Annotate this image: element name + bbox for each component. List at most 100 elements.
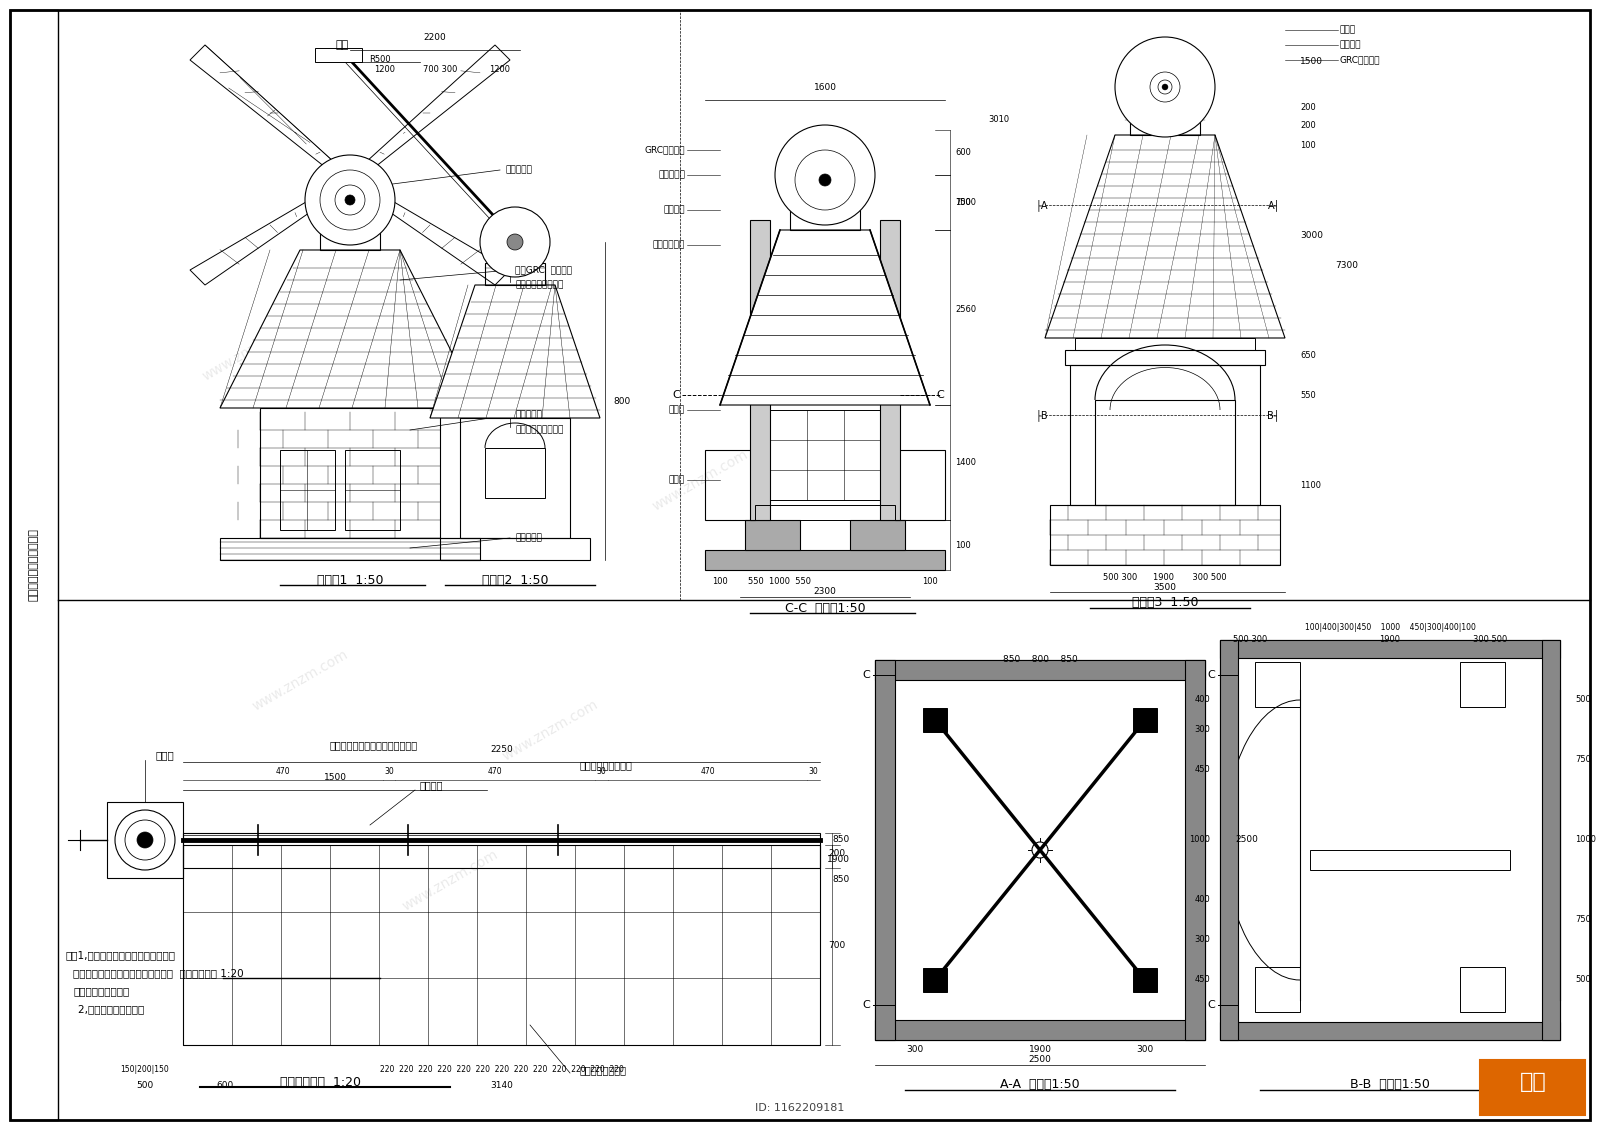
Bar: [485, 447, 546, 498]
Text: 青灰色面砖: 青灰色面砖: [515, 533, 542, 542]
Text: 1200: 1200: [374, 66, 395, 75]
Bar: [259, 408, 440, 538]
Bar: [1254, 662, 1299, 707]
Text: 850: 850: [832, 835, 850, 844]
Text: www.znzm.com: www.znzm.com: [400, 846, 501, 913]
Circle shape: [125, 820, 165, 860]
Text: 7300: 7300: [1334, 261, 1358, 269]
Text: 原木风车页片主构架: 原木风车页片主构架: [579, 760, 634, 770]
Text: www.znzm.com: www.znzm.com: [250, 646, 350, 713]
Text: ├A: ├A: [1035, 199, 1048, 211]
Text: 注：1,施工图应根据本设计意向由专业: 注：1,施工图应根据本设计意向由专业: [66, 950, 174, 960]
Text: 1900: 1900: [1379, 635, 1400, 644]
Text: 470: 470: [701, 767, 715, 776]
Bar: [346, 450, 400, 530]
Text: 3500: 3500: [1154, 582, 1176, 591]
Bar: [1221, 640, 1238, 1040]
Text: 650: 650: [1299, 350, 1315, 359]
Text: 500 300      1900       300 500: 500 300 1900 300 500: [1102, 573, 1227, 582]
Text: 立面图3  1:50: 立面图3 1:50: [1131, 597, 1198, 609]
Text: 1000: 1000: [1574, 835, 1597, 844]
Bar: [440, 538, 590, 560]
Text: 300: 300: [906, 1045, 923, 1054]
Circle shape: [1150, 72, 1181, 102]
Bar: [1221, 640, 1560, 1040]
Text: C: C: [936, 390, 944, 400]
Bar: [1070, 365, 1261, 505]
Text: B┤: B┤: [1267, 409, 1280, 421]
Bar: [1480, 1060, 1586, 1115]
Bar: [1542, 640, 1560, 1040]
Text: 150|200|150: 150|200|150: [120, 1066, 170, 1075]
Text: 2300: 2300: [813, 588, 837, 597]
Text: 300: 300: [1136, 1045, 1154, 1054]
Polygon shape: [355, 45, 510, 175]
Polygon shape: [315, 47, 362, 62]
Bar: [755, 505, 894, 520]
Polygon shape: [720, 231, 930, 405]
Text: 原木风车页片支条: 原木风车页片支条: [579, 1064, 627, 1075]
Text: 300: 300: [1194, 725, 1210, 734]
Circle shape: [115, 810, 174, 870]
Text: 800: 800: [613, 397, 630, 406]
Text: 或变更请与我方联系: 或变更请与我方联系: [74, 986, 130, 996]
Text: 种植池: 种植池: [669, 476, 685, 485]
Text: 220  220  220  220  220  220  220  220  220  220  220  220  220: 220 220 220 220 220 220 220 220 220 220 …: [379, 1066, 624, 1075]
Bar: [790, 210, 861, 231]
Circle shape: [334, 185, 365, 215]
Bar: [875, 660, 1205, 680]
Text: GRC合成材料: GRC合成材料: [1341, 55, 1381, 64]
Text: 300: 300: [1194, 936, 1210, 945]
Text: 河道: 河道: [334, 40, 349, 50]
Polygon shape: [190, 185, 346, 285]
Text: 2500: 2500: [1235, 835, 1258, 844]
Bar: [1221, 640, 1560, 658]
Bar: [1459, 967, 1506, 1012]
Text: C: C: [862, 1000, 870, 1010]
Text: 400: 400: [1194, 895, 1210, 904]
Text: A-A  剖面图1:50: A-A 剖面图1:50: [1000, 1078, 1080, 1092]
Text: 2,立面一为沿水道立面: 2,立面一为沿水道立面: [66, 1003, 144, 1014]
Text: 3010: 3010: [989, 115, 1010, 124]
Text: 450: 450: [1194, 975, 1210, 984]
Circle shape: [480, 207, 550, 277]
Bar: [280, 450, 334, 530]
Text: 750: 750: [1574, 915, 1590, 924]
Bar: [485, 263, 546, 285]
Text: 钢筋混凝土梁: 钢筋混凝土梁: [653, 241, 685, 250]
Bar: [1186, 660, 1205, 1040]
Text: 100: 100: [922, 577, 938, 586]
Bar: [875, 660, 894, 1040]
Bar: [1133, 709, 1157, 732]
Bar: [107, 802, 182, 878]
Text: www.znzm.com: www.znzm.com: [650, 446, 750, 513]
Bar: [894, 680, 1186, 1020]
Text: 1900: 1900: [827, 855, 850, 864]
Text: 固定螺栓: 固定螺栓: [419, 780, 443, 790]
Text: 风车售卖亭施工大样详图: 风车售卖亭施工大样详图: [29, 529, 38, 601]
Bar: [1050, 505, 1280, 565]
Circle shape: [1162, 84, 1168, 90]
Text: 300 500: 300 500: [1474, 635, 1507, 644]
Bar: [10, 10, 58, 1120]
Text: 3140: 3140: [490, 1080, 514, 1089]
Text: 知末: 知末: [1520, 1072, 1546, 1092]
Bar: [182, 833, 819, 868]
Bar: [875, 660, 1205, 1040]
Text: 1500: 1500: [1299, 56, 1323, 66]
Polygon shape: [1045, 134, 1285, 338]
Text: 1100: 1100: [1299, 480, 1322, 489]
Text: 风车轴: 风车轴: [155, 750, 174, 760]
Polygon shape: [355, 185, 510, 285]
Circle shape: [1032, 842, 1048, 858]
Text: 500: 500: [136, 1080, 154, 1089]
Bar: [923, 709, 947, 732]
Circle shape: [795, 150, 854, 210]
Text: 100|400|300|450    1000    450|300|400|100: 100|400|300|450 1000 450|300|400|100: [1304, 624, 1475, 633]
Text: 700: 700: [829, 940, 845, 949]
Circle shape: [306, 155, 395, 245]
Circle shape: [1115, 37, 1214, 137]
Circle shape: [774, 125, 875, 225]
Bar: [923, 968, 947, 992]
Text: 黑色GRC  仿瓦屋顶: 黑色GRC 仿瓦屋顶: [515, 266, 573, 275]
